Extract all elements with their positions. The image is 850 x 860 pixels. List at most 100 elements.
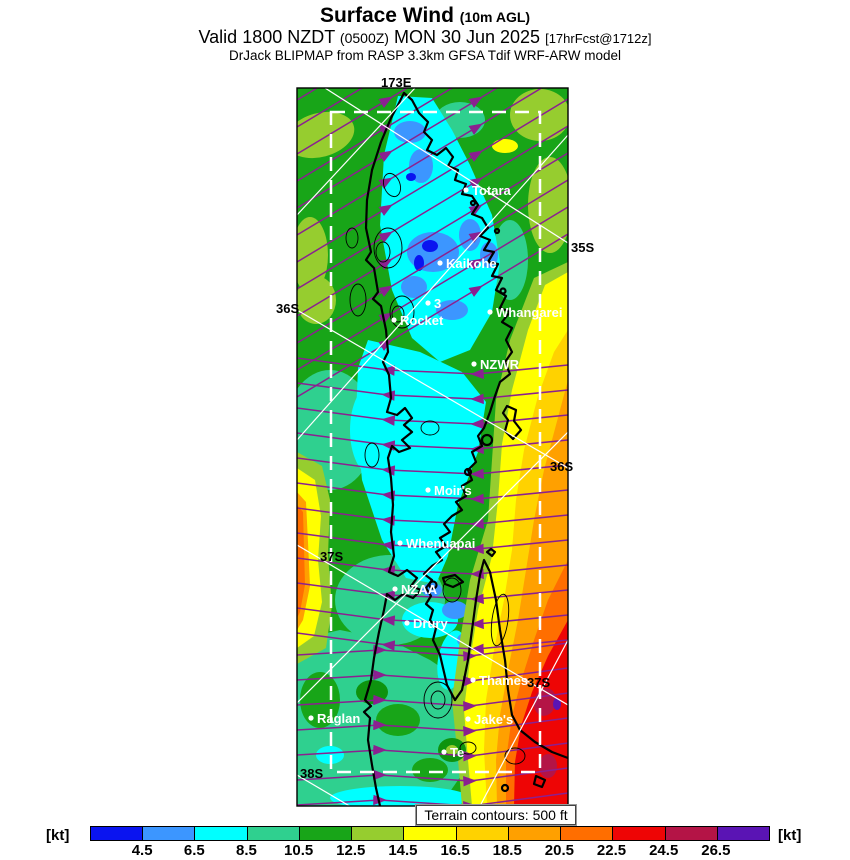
valid-date: MON 30 Jun 2025 [393, 27, 541, 47]
station-dot [437, 260, 443, 266]
station-markers: Totara Kaikohe 3 Rocket Whangarei NZWR Moir's W… [308, 183, 562, 760]
streamline [297, 532, 568, 555]
streamline [297, 432, 568, 455]
colorbar-tick: 10.5 [284, 842, 314, 859]
streamline [297, 792, 568, 806]
title-suffix: (10m AGL) [459, 9, 531, 25]
station-dot [391, 317, 397, 323]
station-label-thames: Thames [479, 673, 528, 688]
wind-streamlines [297, 88, 568, 806]
terrain-contours [345, 172, 526, 765]
colorbar-segment [404, 827, 457, 840]
terrain-note: Terrain contours: 500 ft [415, 804, 577, 826]
station-label-nzaa: NZAA [401, 582, 438, 597]
streamline [297, 582, 568, 605]
colorbar-segment [717, 827, 770, 840]
colorbar-tick: 22.5 [596, 842, 627, 859]
colorbar-tick: 24.5 [649, 842, 679, 859]
colorbar-segment [561, 827, 614, 840]
graticule-label-37s: 37S [527, 675, 550, 690]
station-dot [404, 620, 410, 626]
streamline [297, 88, 319, 101]
title-main: Surface Wind [319, 4, 454, 27]
station-dot [425, 487, 431, 493]
streamline [297, 357, 568, 380]
colorbar-segment [456, 827, 509, 840]
colorbar-tick: 12.5 [336, 842, 366, 859]
graticule-label-35s: 35S [571, 240, 594, 255]
station-dot [397, 540, 403, 546]
valid-zulu: (0500Z) [339, 30, 389, 46]
station-label-totara: Totara [472, 183, 512, 198]
streamline [297, 742, 568, 762]
colorbar-segment [665, 827, 718, 840]
colorbar-tick: 8.5 [236, 842, 257, 859]
streamline [297, 507, 568, 530]
station-label-moir-s: Moir's [434, 483, 472, 498]
streamline [297, 407, 568, 430]
page-title: Surface Wind (10m AGL) [0, 4, 850, 28]
station-label-raglan: Raglan [317, 711, 360, 726]
graticule-label-37s: 37S [320, 549, 343, 564]
colorbar-tick: 26.5 [701, 842, 731, 859]
colorbar-tick: 16.5 [440, 842, 470, 859]
model-domain-box [329, 110, 542, 774]
station-label-kaikohe: Kaikohe [446, 256, 497, 271]
colorbar-segment [143, 827, 196, 840]
wind-speed-fill-regions [297, 88, 568, 806]
model-line: DrJack BLIPMAP from RASP 3.3km GFSA Tdif… [228, 48, 622, 63]
streamline [297, 88, 483, 155]
colorbar-tick: 18.5 [492, 842, 522, 859]
colorbar-segment [299, 827, 353, 840]
valid-time-line: Valid 1800 NZDT (0500Z) MON 30 Jun 2025 … [0, 27, 850, 48]
graticule-labels: 173E 35S 36S 36S 37S 37S 38S [276, 75, 594, 781]
streamline [297, 767, 568, 787]
colorbar-tick: 6.5 [183, 842, 205, 859]
colorbar-tick: 14.5 [388, 842, 418, 859]
station-dot [470, 677, 476, 683]
scale-unit-left: [kt] [46, 827, 70, 844]
station-dot [471, 361, 477, 367]
station-dot [425, 300, 431, 306]
station-label-3: 3 [434, 296, 441, 311]
station-label-whenuapai: Whenuapai [406, 536, 475, 551]
colorbar-segment [508, 827, 562, 840]
station-dot [487, 309, 493, 315]
streamline [297, 457, 568, 480]
scale-unit-right: [kt] [778, 827, 802, 844]
wind-speed-scale: [kt] [kt] 4.5 6.5 8.5 10.5 12.5 14.5 16.5 18.5 2… [0, 826, 850, 860]
streamline [297, 88, 364, 128]
colorbar-tick: 4.5 [131, 842, 153, 859]
streamline [297, 642, 568, 662]
streamline [297, 717, 568, 737]
colorbar [90, 826, 770, 841]
station-label-whangarei: Whangarei [496, 305, 562, 320]
station-dot [392, 586, 398, 592]
station-label-rocket: Rocket [400, 313, 444, 328]
station-dot [463, 187, 469, 193]
station-label-nzwr: NZWR [480, 357, 520, 372]
streamline [297, 667, 568, 687]
streamline [297, 692, 568, 712]
colorbar-segment [613, 827, 666, 840]
colorbar-segment [352, 827, 405, 840]
graticule-lines [297, 88, 568, 806]
streamline [297, 482, 568, 505]
station-label-drury: Drury [413, 616, 448, 631]
station-dot [441, 749, 447, 755]
station-dot [465, 716, 471, 722]
colorbar-segment [247, 827, 300, 840]
graticule-label-36s: 36S [276, 301, 299, 316]
streamline [297, 233, 568, 398]
valid-prefix: Valid 1800 NZDT [198, 27, 335, 47]
coastline [362, 91, 568, 806]
wind-map: Totara Kaikohe 3 Rocket Whangarei NZWR Moir's W… [276, 75, 594, 807]
colorbar-tick: 20.5 [544, 842, 574, 859]
colorbar-segment [195, 827, 248, 840]
graticule-label-36s: 36S [550, 459, 573, 474]
station-label-jake-s: Jake's [474, 712, 513, 727]
colorbar-segment [91, 827, 144, 840]
streamline [297, 557, 568, 580]
station-dot [308, 715, 314, 721]
